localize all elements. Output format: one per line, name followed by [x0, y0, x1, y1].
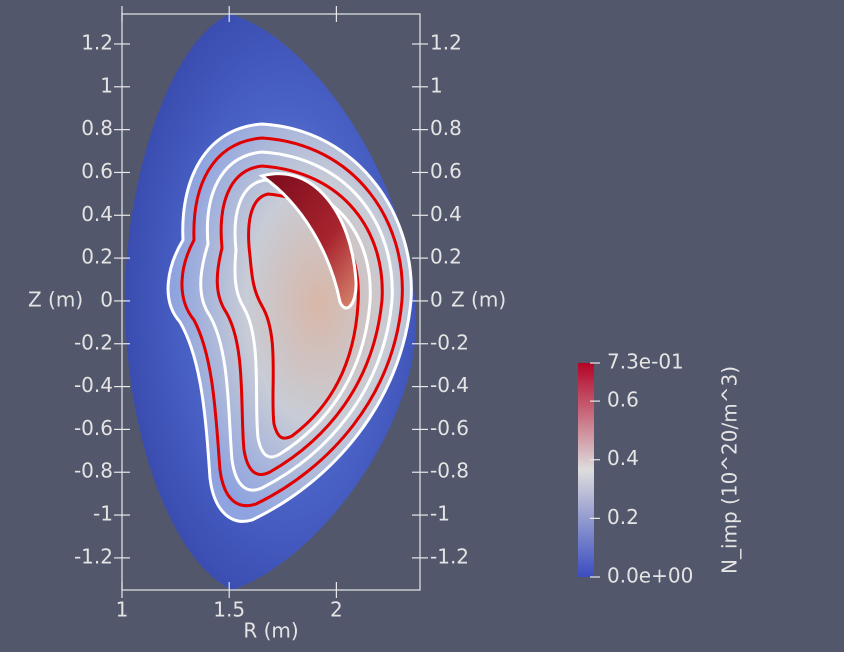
y-tick-label: -0.4 — [74, 373, 113, 397]
y-tick-label: 0 — [100, 287, 113, 311]
y-tick-label: -1 — [93, 502, 113, 526]
y-tick-label: 0.2 — [81, 245, 113, 269]
contour — [233, 178, 372, 459]
y-tick-label: 1 — [100, 73, 113, 97]
y-tick-label: 0.4 — [81, 202, 113, 226]
y-axis-title: Z (m) — [28, 288, 83, 312]
y-tick-label: -1.2 — [430, 544, 469, 568]
y-tick-label: 0.6 — [81, 159, 113, 183]
y-tick-label: 0.8 — [81, 116, 113, 140]
core — [258, 172, 358, 310]
plot-frame — [121, 13, 421, 591]
contour — [180, 136, 404, 508]
x-tick-label: 2 — [330, 598, 343, 622]
y-tick-label: -1 — [430, 502, 450, 526]
y-tick-label: -0.4 — [430, 373, 469, 397]
y-tick-label: 0 — [430, 287, 443, 311]
y-tick-label: 1 — [430, 73, 443, 97]
colorbar-tick-label: 0.4 — [607, 446, 639, 470]
colorbar-title: N_imp (10^20/m^3) — [718, 366, 742, 574]
colorbar-tick-label: 7.3e-01 — [607, 350, 684, 374]
y-tick-label: 1.2 — [430, 30, 462, 54]
y-tick-label: 0.8 — [430, 116, 462, 140]
y-axis-title: Z (m) — [451, 288, 506, 312]
y-tick-label: -0.8 — [430, 459, 469, 483]
colorbar-tick-label: 0.2 — [607, 505, 639, 529]
y-tick-label: 1.2 — [81, 30, 113, 54]
y-tick-label: 0.2 — [430, 245, 462, 269]
x-tick-label: 1.5 — [213, 598, 245, 622]
y-tick-label: 0.4 — [430, 202, 462, 226]
colorbar-tick-label: 0.0e+00 — [607, 564, 693, 588]
x-tick-label: 1 — [116, 598, 129, 622]
y-tick-label: 0.6 — [430, 159, 462, 183]
y-tick-label: -0.2 — [430, 330, 469, 354]
contour — [215, 164, 384, 476]
colorbar-tick-label: 0.6 — [607, 388, 639, 412]
y-tick-label: -0.2 — [74, 330, 113, 354]
colorbar — [578, 363, 594, 577]
y-tick-label: -0.8 — [74, 459, 113, 483]
field — [125, 14, 417, 590]
y-tick-label: -0.6 — [74, 416, 113, 440]
x-axis-title: R (m) — [243, 619, 298, 643]
contour — [199, 150, 394, 492]
y-tick-label: -0.6 — [430, 416, 469, 440]
y-tick-label: -1.2 — [74, 544, 113, 568]
